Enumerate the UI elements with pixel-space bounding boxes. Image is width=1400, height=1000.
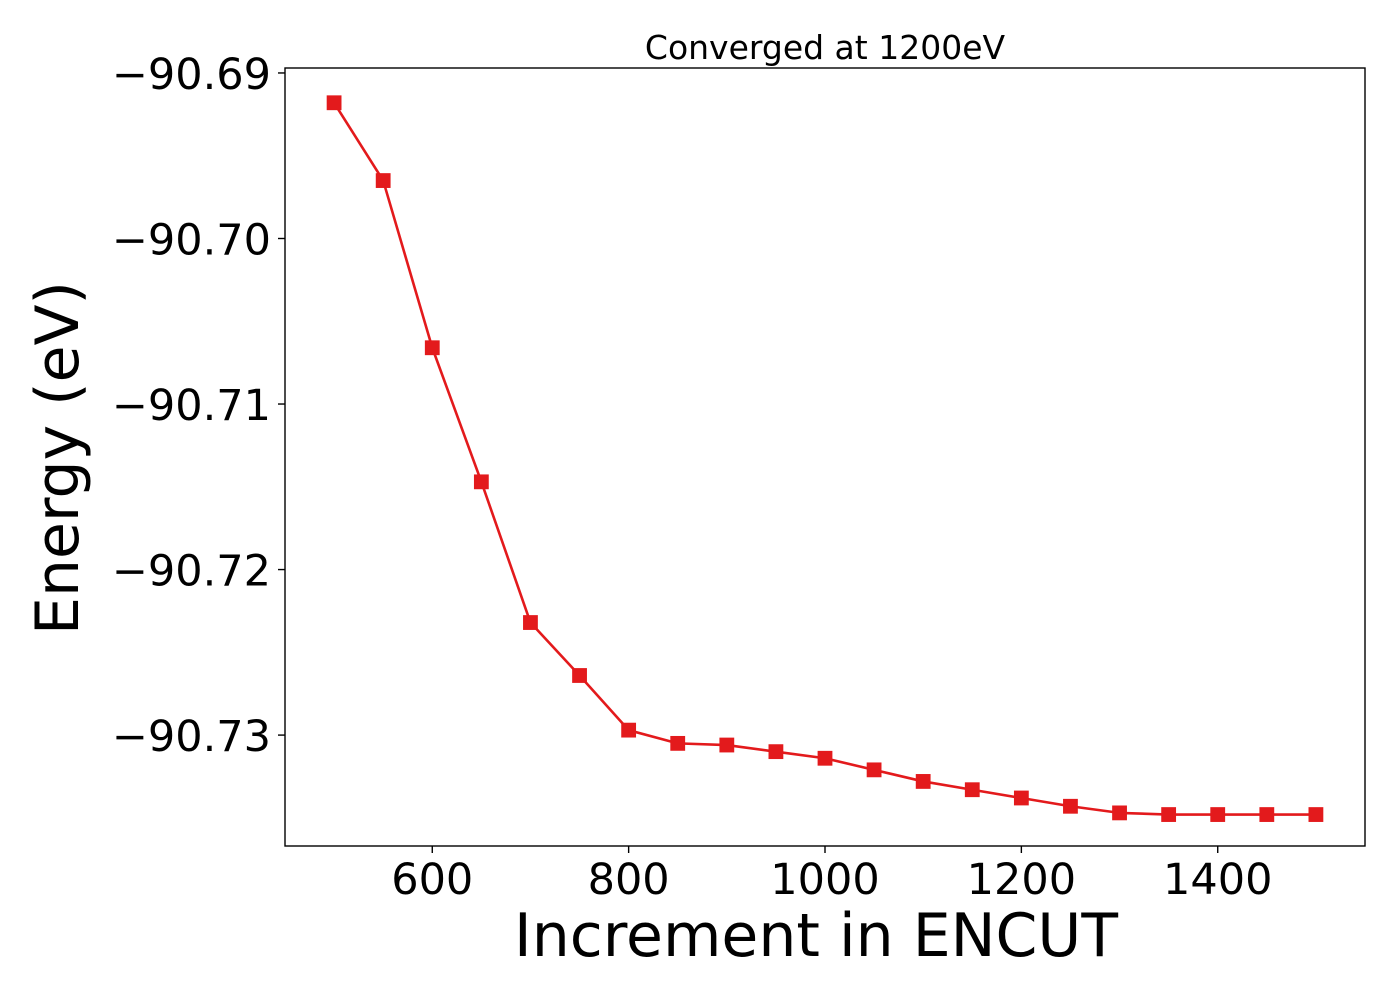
series-layer bbox=[326, 95, 1324, 822]
x-axis-label: Increment in ENCUT bbox=[514, 901, 1118, 971]
data-point bbox=[424, 340, 440, 356]
data-point bbox=[621, 722, 637, 738]
data-point bbox=[768, 744, 784, 760]
data-point bbox=[719, 737, 735, 753]
x-tick-label: 800 bbox=[588, 855, 670, 905]
data-point bbox=[1161, 807, 1177, 822]
chart-title: Converged at 1200eV bbox=[645, 28, 1006, 67]
y-tick-label: −90.70 bbox=[112, 215, 271, 265]
data-point bbox=[1013, 790, 1029, 806]
data-point bbox=[1112, 805, 1127, 821]
data-point bbox=[572, 668, 587, 683]
data-point bbox=[964, 782, 980, 798]
data-point bbox=[866, 762, 882, 778]
x-tick-label: 600 bbox=[391, 855, 473, 905]
data-point bbox=[1210, 807, 1226, 822]
y-tick-label: −90.71 bbox=[112, 381, 271, 431]
y-axis-ticks: −90.69 −90.70 −90.71 −90.72 −90.73 bbox=[112, 50, 285, 762]
x-tick-label: 1200 bbox=[967, 855, 1076, 905]
data-point bbox=[375, 173, 391, 188]
y-tick-label: −90.73 bbox=[112, 712, 271, 762]
data-point bbox=[523, 615, 538, 630]
data-point bbox=[326, 95, 342, 111]
y-tick-label: −90.69 bbox=[112, 50, 271, 100]
data-point bbox=[915, 774, 931, 789]
data-point bbox=[1308, 807, 1324, 822]
plot-area: 600 800 1000 1200 1400 −90.69−90.70−90.71−90… bbox=[112, 50, 1366, 905]
x-axis-ticks: 600 800 1000 1200 1400 bbox=[391, 846, 1272, 905]
y-axis-label: Energy (eV) bbox=[23, 281, 93, 635]
data-point bbox=[1063, 798, 1078, 814]
y-tick-label: −90.72 bbox=[112, 547, 271, 597]
x-tick-label: 1400 bbox=[1163, 855, 1272, 905]
x-tick-label: 1000 bbox=[770, 855, 879, 905]
data-point bbox=[1259, 807, 1275, 822]
data-point bbox=[473, 474, 489, 490]
data-point bbox=[817, 750, 833, 766]
data-point bbox=[670, 735, 686, 751]
